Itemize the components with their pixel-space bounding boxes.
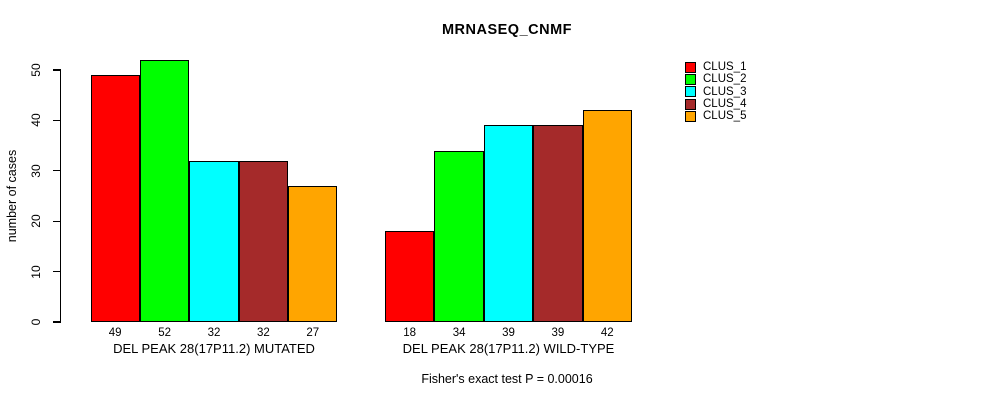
bar-clus_3-group1 [189,160,239,322]
y-tick-label: 50 [29,63,43,77]
bar-value-label: 32 [207,327,221,339]
y-axis-label: number of cases [5,149,19,243]
bar-value-label: 39 [502,327,515,339]
y-tick-mark [53,69,61,71]
bar-value-label: 34 [452,327,466,339]
y-tick-mark [53,119,61,122]
bar-value-label: 32 [256,327,270,339]
group-label: DEL PEAK 28(17P11.2) MUTATED [113,341,315,356]
bar-clus_4-group2 [533,125,583,322]
legend: CLUS_1 CLUS_2 CLUS_3 CLUS_4 CLUS_5 [685,61,746,122]
legend-swatch [685,110,696,122]
y-tick-mark [53,270,61,273]
bar-value-label: 18 [403,327,417,339]
legend-swatch [685,98,696,110]
bar-value-label: 52 [158,327,171,339]
legend-label: CLUS_3 [703,85,747,98]
bar-clus_5-group2 [582,110,632,322]
y-tick-mark [53,220,61,222]
y-tick-mark [53,170,61,172]
legend-swatch [685,61,696,73]
legend-swatch [685,73,696,85]
y-tick-label: 40 [29,113,43,127]
legend-label: CLUS_1 [703,61,747,74]
legend-label: CLUS_2 [703,73,747,86]
legend-entry: CLUS_5 [685,110,746,122]
bar-clus_2-group1 [139,59,190,322]
y-tick-label: 0 [29,318,43,326]
y-tick-label: 20 [29,214,43,228]
legend-swatch [685,86,696,98]
bar-clus_5-group1 [288,185,338,322]
bar-clus_2-group2 [434,150,484,322]
legend-entry: CLUS_3 [685,86,746,98]
legend-entry: CLUS_1 [685,61,746,73]
bar-value-label: 42 [600,327,614,339]
y-axis-line [60,70,62,323]
bar-clus_1-group1 [90,74,140,322]
y-tick-mark [53,321,61,323]
bar-clus_4-group1 [238,160,289,322]
legend-label: CLUS_5 [703,110,747,123]
y-tick-label: 10 [29,264,43,279]
group-label: DEL PEAK 28(17P11.2) WILD-TYPE [402,341,615,356]
bar-value-label: 49 [108,327,122,339]
legend-entry: CLUS_2 [685,73,746,85]
annotation-text: Fisher's exact test P = 0.00016 [421,372,593,386]
chart-title: MRNASEQ_CNMF [441,22,573,38]
bar-value-label: 27 [306,327,320,339]
y-tick-label: 30 [29,164,43,178]
legend-entry: CLUS_4 [685,98,746,110]
bar-clus_1-group2 [385,231,435,322]
bar-clus_3-group2 [483,125,534,322]
bar-value-label: 39 [551,327,565,339]
legend-label: CLUS_4 [703,98,747,111]
